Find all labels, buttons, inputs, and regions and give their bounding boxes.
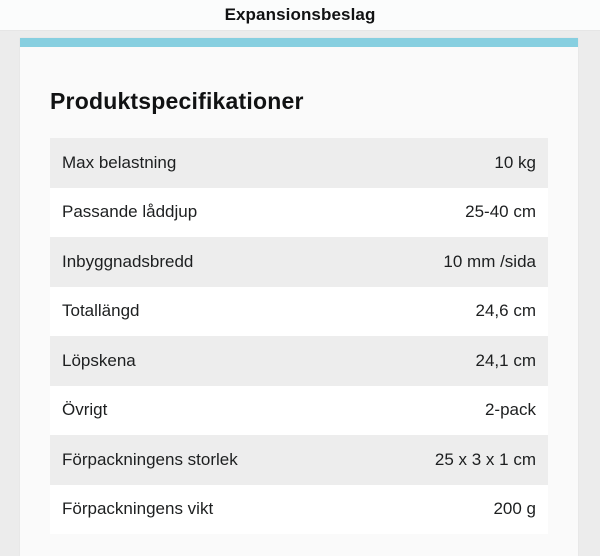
spec-value: 25-40 cm xyxy=(465,202,536,222)
spec-row: Inbyggnadsbredd 10 mm /sida xyxy=(50,237,548,287)
spec-value: 24,1 cm xyxy=(475,350,536,370)
spec-label: Totallängd xyxy=(62,301,140,321)
spec-value: 10 kg xyxy=(494,152,536,172)
page-title: Expansionsbeslag xyxy=(224,5,376,24)
spec-value: 25 x 3 x 1 cm xyxy=(434,449,536,469)
spec-table: Max belastning 10 kg Passande låddjup 25-40… xyxy=(50,138,548,534)
spec-label: Förpackningens storlek xyxy=(62,449,238,469)
product-spec-card: Produktspecifikationer Max belastning 10 … xyxy=(20,38,578,556)
spec-row: Max belastning 10 kg xyxy=(50,138,548,188)
card-content: Produktspecifikationer Max belastning 10 … xyxy=(20,47,578,534)
spec-label: Löpskena xyxy=(62,350,136,370)
spec-row: Passande låddjup 25-40 cm xyxy=(50,187,548,237)
spec-row: Totallängd 24,6 cm xyxy=(50,286,548,336)
spec-row: Löpskena 24,1 cm xyxy=(50,336,548,386)
spec-label: Passande låddjup xyxy=(62,202,198,222)
spec-row: Förpackningens vikt 200 g xyxy=(50,484,548,534)
spec-label: Max belastning xyxy=(62,152,177,172)
accent-bar xyxy=(20,38,578,47)
spec-row: Förpackningens storlek 25 x 3 x 1 cm xyxy=(50,435,548,485)
card-title: Produktspecifikationer xyxy=(50,88,304,114)
spec-label: Inbyggnadsbredd xyxy=(62,251,194,271)
spec-value: 24,6 cm xyxy=(475,301,536,321)
spec-label: Förpackningens vikt xyxy=(62,499,214,519)
spec-value: 10 mm /sida xyxy=(443,251,536,271)
spec-label: Övrigt xyxy=(62,400,108,420)
spec-value: 200 g xyxy=(493,499,536,519)
app-header: Expansionsbeslag xyxy=(0,0,600,31)
spec-row: Övrigt 2-pack xyxy=(50,385,548,435)
spec-value: 2-pack xyxy=(484,400,536,420)
